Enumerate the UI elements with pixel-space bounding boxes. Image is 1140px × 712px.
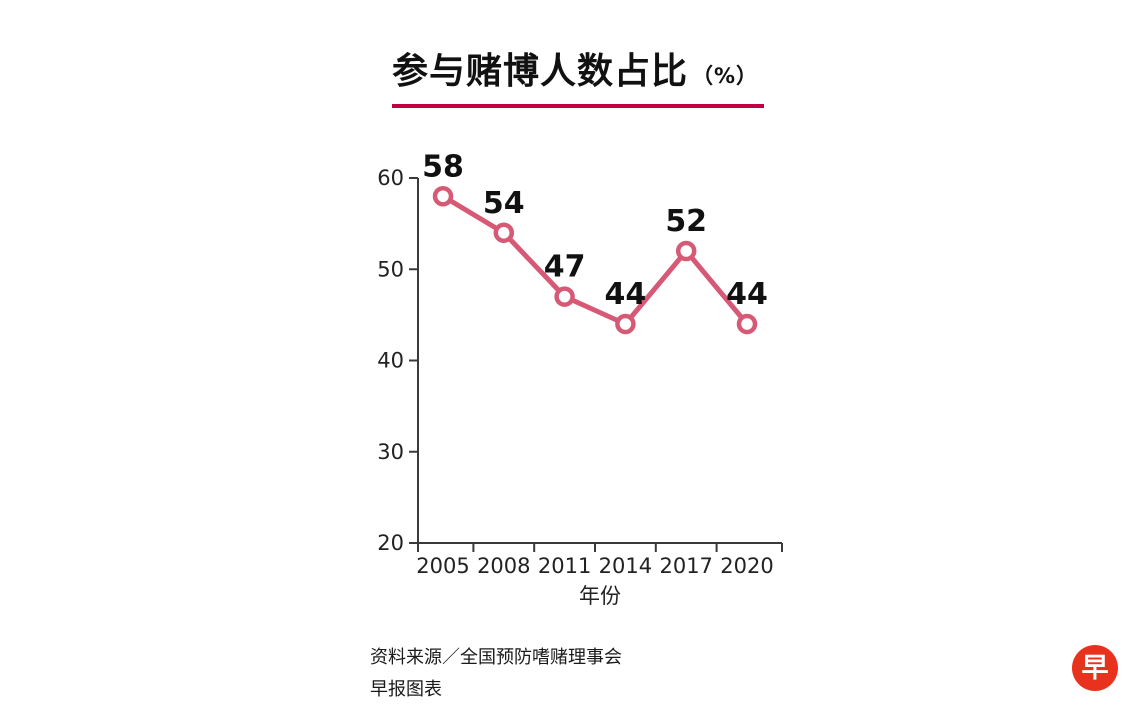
x-tick-label: 2008 [477,554,530,578]
data-point [675,240,697,262]
data-point [432,186,454,207]
title-underline [392,104,764,108]
x-tick-label: 2017 [659,554,712,578]
data-label: 44 [605,277,647,312]
x-tick-label: 2020 [720,554,773,578]
y-tick-label: 30 [377,440,404,464]
data-label: 44 [726,277,768,312]
zaobao-logo: 早 [1072,645,1118,691]
source-note: 资料来源／全国预防嗜赌理事会 早报图表 [370,642,802,705]
x-tick-label: 2014 [599,554,652,578]
data-point [615,313,636,335]
source-line: 资料来源／全国预防嗜赌理事会 [370,647,622,668]
x-tick-label: 2011 [538,554,591,578]
x-axis-title: 年份 [579,584,621,608]
chart-title-text: 参与赌博人数占比 [392,51,689,92]
chart-header: 参与赌博人数占比 （%） [392,8,764,108]
credit-line: 早报图表 [370,678,442,700]
data-label: 52 [665,204,707,239]
line-chart: 20 30 40 50 60 58 54 47 44 52 44 2005 2008 2011 2014 20… [377,149,783,608]
chart-figure: 参与赌博人数占比 （%） 20 30 40 50 60 58 54 47 44 52 44 2005 20… [370,8,802,705]
y-tick-label: 60 [377,166,404,190]
data-point [736,313,758,335]
y-tick-label: 20 [377,531,404,555]
x-tick-label: 2005 [416,554,469,578]
y-tick-label: 50 [377,257,404,281]
chart-title-unit: （%） [692,64,759,88]
data-label: 58 [422,149,464,184]
series-line [440,193,750,327]
data-label: 47 [544,250,586,285]
data-label: 54 [483,186,525,221]
data-point [554,286,575,307]
zaobao-logo-glyph: 早 [1081,652,1109,684]
y-tick-label: 40 [377,349,404,373]
data-point [493,222,515,243]
chart-title: 参与赌博人数占比 （%） [392,42,764,94]
